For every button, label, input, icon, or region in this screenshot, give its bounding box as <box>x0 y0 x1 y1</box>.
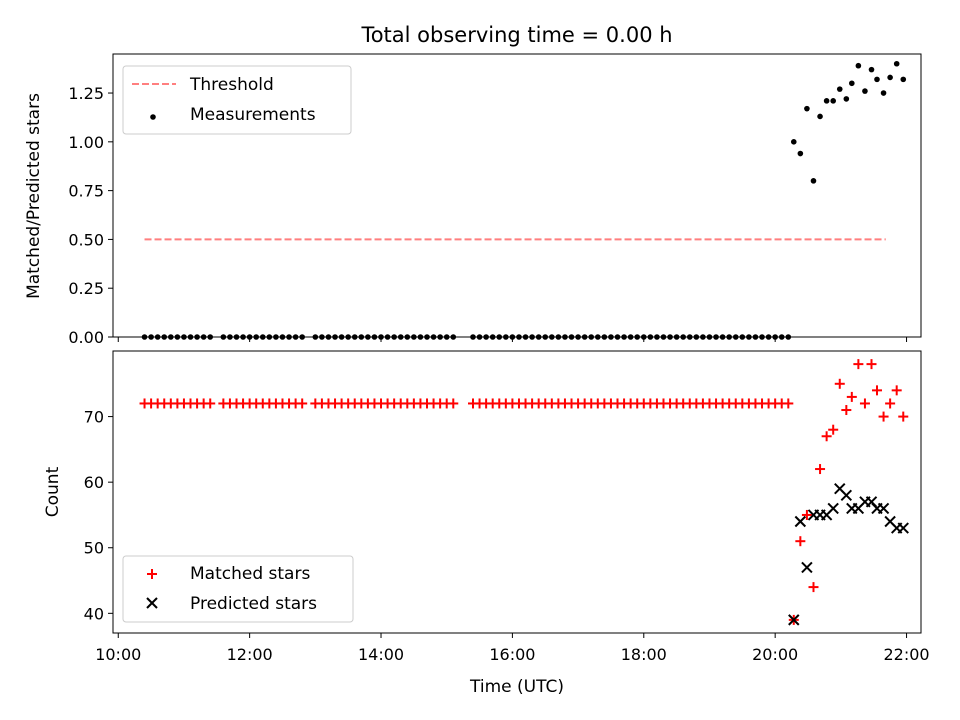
legend-measurements-swatch <box>150 114 156 120</box>
y-tick-label: 1.25 <box>68 84 104 103</box>
predicted-stars-point <box>840 489 853 501</box>
y-tick-label: 60 <box>84 473 104 492</box>
x-tick-label: 14:00 <box>358 645 404 664</box>
top-plot-frame <box>112 53 922 338</box>
predicted-stars-point <box>827 502 839 515</box>
matched-stars-point <box>859 398 870 409</box>
predicted-stars-point <box>877 502 890 515</box>
measurements-point <box>804 105 810 112</box>
x-tick-label: 20:00 <box>752 645 798 664</box>
x-tick-label: 18:00 <box>621 645 667 664</box>
matched-stars-point <box>801 509 812 520</box>
y-tick-label: 40 <box>84 604 104 623</box>
matched-stars-point <box>885 398 896 409</box>
measurements-point <box>849 80 855 87</box>
matched-stars-point <box>853 359 864 370</box>
measurements-point <box>900 76 907 83</box>
legend-predicted-label: Predicted stars <box>190 594 317 614</box>
matched-stars-point <box>878 411 889 422</box>
measurements-point <box>874 76 880 83</box>
measurements-point <box>830 98 836 104</box>
measurements-point <box>797 150 804 157</box>
legend-matched-swatch <box>147 569 157 579</box>
y-tick-label: 0.50 <box>68 230 104 249</box>
y-tick-label: 50 <box>84 539 104 558</box>
measurements-point <box>862 88 868 94</box>
matched-stars-point <box>815 464 826 475</box>
x-tick-label: 22:00 <box>883 645 929 664</box>
matched-stars-point <box>846 391 857 402</box>
top-y-axis-label: Matched/Predicted stars <box>24 93 44 299</box>
matched-stars-point <box>808 582 819 593</box>
matched-stars-point <box>891 385 902 396</box>
measurements-point <box>810 178 817 184</box>
measurements-point <box>880 90 887 96</box>
y-tick-label: 0.75 <box>68 182 104 201</box>
matched-stars-point <box>448 398 459 409</box>
x-axis-label: Time (UTC) <box>469 677 564 697</box>
x-tick-label: 10:00 <box>95 645 141 664</box>
y-tick-label: 0.00 <box>68 328 104 347</box>
measurements-point <box>817 113 823 120</box>
predicted-stars-point <box>897 522 909 534</box>
measurements-point <box>855 62 862 69</box>
bottom-panel: 40 50 60 70 10:00 12:00 14:00 16:00 18:00 20:00 2… <box>43 350 930 664</box>
bottom-legend-box <box>122 555 354 623</box>
matched-stars-point <box>841 405 852 416</box>
matched-stars-point <box>898 411 909 422</box>
matched-stars-point <box>783 398 794 409</box>
chart-title: Total observing time = 0.00 h <box>360 23 672 47</box>
matched-stars-point <box>866 359 877 370</box>
bottom-legend: Matched stars Predicted stars <box>122 555 354 623</box>
matched-stars-point <box>297 398 308 409</box>
measurements-point <box>868 66 875 73</box>
predicted-stars-point <box>788 614 800 626</box>
matched-stars-point <box>828 424 839 435</box>
y-tick-label: 0.25 <box>68 279 104 298</box>
measurements-point <box>893 60 900 67</box>
y-tick-label: 1.00 <box>68 133 104 152</box>
x-tick-label: 16:00 <box>489 645 535 664</box>
top-legend: Threshold Measurements <box>122 65 352 135</box>
legend-measurements-label: Measurements <box>190 105 316 125</box>
x-tick-label: 12:00 <box>227 645 273 664</box>
top-panel: 0.00 0.25 0.50 0.75 1.00 1.25 Matched/Predict… <box>24 53 922 347</box>
measurements-point <box>823 98 830 104</box>
measurements-point <box>843 96 850 102</box>
measurements-point <box>887 74 893 81</box>
legend-matched-label: Matched stars <box>190 564 310 584</box>
matched-stars-point <box>795 536 806 547</box>
top-legend-box <box>122 65 352 135</box>
bottom-y-axis-label: Count <box>43 466 63 517</box>
legend-threshold-label: Threshold <box>189 75 274 95</box>
measurements-point <box>790 139 797 145</box>
predicted-stars-point <box>794 515 807 528</box>
y-tick-label: 70 <box>84 408 104 427</box>
matched-stars-point <box>871 385 882 396</box>
measurements-point <box>836 86 843 92</box>
matched-stars-point <box>821 431 832 442</box>
predicted-stars-point <box>801 561 813 574</box>
legend-predicted-swatch <box>146 597 158 609</box>
bottom-plot-frame <box>112 350 922 634</box>
matched-stars-point <box>834 378 845 389</box>
matched-stars-point <box>205 398 216 409</box>
